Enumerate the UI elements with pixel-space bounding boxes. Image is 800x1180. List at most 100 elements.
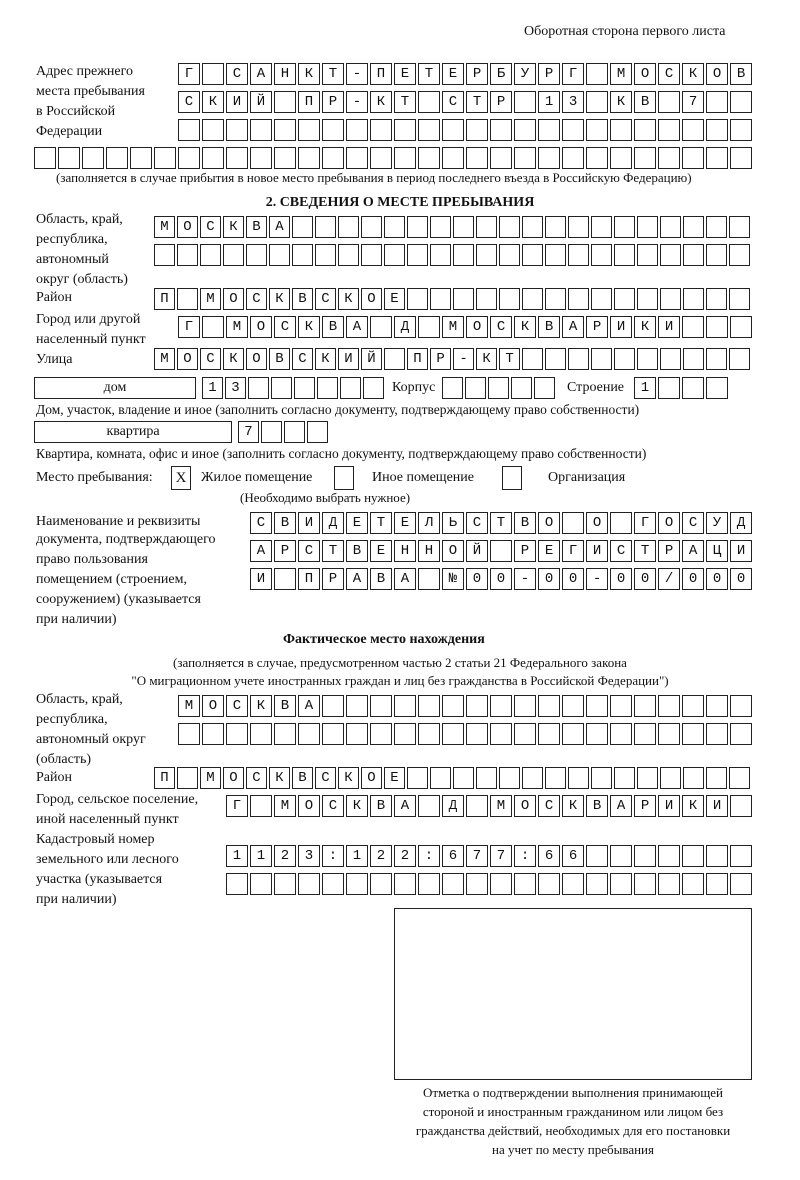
char-cell[interactable]: [682, 723, 704, 745]
char-cell[interactable]: [586, 512, 608, 534]
char-cell[interactable]: [298, 316, 320, 338]
char-cell[interactable]: [637, 348, 658, 370]
char-cell[interactable]: [466, 119, 488, 141]
char-cell[interactable]: [586, 119, 608, 141]
char-cell[interactable]: [466, 147, 488, 169]
char-cell[interactable]: [346, 119, 368, 141]
char-cell[interactable]: [586, 91, 608, 113]
char-cell[interactable]: [453, 244, 474, 266]
char-cell[interactable]: [488, 377, 509, 399]
char-cell[interactable]: [178, 119, 200, 141]
char-cell[interactable]: [729, 288, 750, 310]
char-cell[interactable]: [298, 512, 320, 534]
char-cell[interactable]: [298, 873, 320, 895]
char-cell[interactable]: [298, 147, 320, 169]
char-cell[interactable]: [730, 845, 752, 867]
char-cell[interactable]: [730, 540, 752, 562]
char-cell[interactable]: [430, 348, 451, 370]
char-cell[interactable]: [682, 795, 704, 817]
char-cell[interactable]: [154, 288, 175, 310]
char-cell[interactable]: [394, 63, 416, 85]
char-cell[interactable]: [322, 119, 344, 141]
char-cell[interactable]: [407, 216, 428, 238]
char-cell[interactable]: [250, 91, 272, 113]
char-cell[interactable]: [292, 244, 313, 266]
char-cell[interactable]: [200, 216, 221, 238]
char-cell[interactable]: [442, 377, 463, 399]
char-cell[interactable]: [511, 377, 532, 399]
char-cell[interactable]: [418, 873, 440, 895]
char-cell[interactable]: [682, 512, 704, 534]
char-cell[interactable]: [658, 316, 680, 338]
char-cell[interactable]: [106, 147, 128, 169]
char-cell[interactable]: [238, 421, 259, 443]
char-cell[interactable]: [562, 91, 584, 113]
char-cell[interactable]: [610, 63, 632, 85]
char-cell[interactable]: [610, 119, 632, 141]
char-cell[interactable]: [274, 147, 296, 169]
char-cell[interactable]: [223, 767, 244, 789]
char-cell[interactable]: [442, 147, 464, 169]
char-cell[interactable]: [269, 216, 290, 238]
char-cell[interactable]: [394, 316, 416, 338]
city-row[interactable]: Г МОСКВА Д МОСКВАРИКИ: [178, 316, 754, 338]
char-cell[interactable]: [370, 723, 392, 745]
char-cell[interactable]: [538, 119, 560, 141]
char-cell[interactable]: [370, 91, 392, 113]
char-cell[interactable]: [591, 216, 612, 238]
char-cell[interactable]: [322, 795, 344, 817]
char-cell[interactable]: [322, 316, 344, 338]
char-cell[interactable]: [226, 695, 248, 717]
char-cell[interactable]: [586, 695, 608, 717]
char-cell[interactable]: [538, 540, 560, 562]
char-cell[interactable]: [317, 377, 338, 399]
char-cell[interactable]: [586, 63, 608, 85]
char-cell[interactable]: [562, 540, 584, 562]
char-cell[interactable]: [706, 568, 728, 590]
char-cell[interactable]: [522, 348, 543, 370]
char-cell[interactable]: [586, 316, 608, 338]
char-cell[interactable]: [586, 147, 608, 169]
char-cell[interactable]: [346, 695, 368, 717]
char-cell[interactable]: [394, 873, 416, 895]
char-cell[interactable]: [250, 540, 272, 562]
char-cell[interactable]: [706, 540, 728, 562]
char-cell[interactable]: [407, 244, 428, 266]
char-cell[interactable]: [202, 91, 224, 113]
char-cell[interactable]: [610, 316, 632, 338]
char-cell[interactable]: [706, 377, 728, 399]
char-cell[interactable]: [706, 767, 727, 789]
actual-region-row-2[interactable]: [178, 723, 754, 745]
char-cell[interactable]: [466, 540, 488, 562]
char-cell[interactable]: [346, 147, 368, 169]
char-cell[interactable]: [178, 63, 200, 85]
doc-row-3[interactable]: И ПРАВА №00-00-00/000: [250, 568, 754, 590]
char-cell[interactable]: [514, 873, 536, 895]
char-cell[interactable]: [34, 147, 56, 169]
char-cell[interactable]: [514, 540, 536, 562]
char-cell[interactable]: [545, 767, 566, 789]
char-cell[interactable]: [453, 348, 474, 370]
char-cell[interactable]: [490, 119, 512, 141]
char-cell[interactable]: [614, 244, 635, 266]
char-cell[interactable]: [384, 348, 405, 370]
char-cell[interactable]: [322, 63, 344, 85]
prev-address-row-4[interactable]: [34, 147, 754, 169]
char-cell[interactable]: [490, 91, 512, 113]
char-cell[interactable]: [226, 795, 248, 817]
char-cell[interactable]: [370, 695, 392, 717]
char-cell[interactable]: [442, 119, 464, 141]
char-cell[interactable]: [346, 540, 368, 562]
char-cell[interactable]: [200, 288, 221, 310]
char-cell[interactable]: [315, 288, 336, 310]
char-cell[interactable]: [514, 795, 536, 817]
char-cell[interactable]: [490, 795, 512, 817]
char-cell[interactable]: [614, 288, 635, 310]
char-cell[interactable]: [490, 723, 512, 745]
char-cell[interactable]: [634, 147, 656, 169]
char-cell[interactable]: [568, 288, 589, 310]
char-cell[interactable]: [522, 767, 543, 789]
char-cell[interactable]: [562, 795, 584, 817]
char-cell[interactable]: [730, 316, 752, 338]
char-cell[interactable]: [370, 316, 392, 338]
